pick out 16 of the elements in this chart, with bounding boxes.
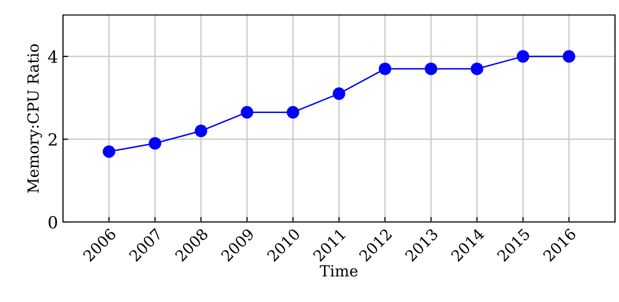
y-tick-label: 2 bbox=[48, 133, 57, 146]
point bbox=[240, 106, 254, 119]
y-axis-title: Memory:CPU Ratio bbox=[27, 44, 42, 193]
y-tick-label: 4 bbox=[48, 50, 58, 63]
x-axis-title: Time bbox=[320, 265, 358, 277]
point bbox=[424, 62, 438, 76]
point bbox=[562, 50, 576, 63]
point bbox=[194, 124, 208, 138]
point bbox=[102, 145, 116, 158]
point bbox=[470, 62, 484, 76]
point bbox=[332, 87, 346, 100]
point bbox=[516, 50, 530, 63]
point bbox=[378, 62, 392, 76]
y-tick-label: 0 bbox=[48, 216, 58, 229]
point bbox=[286, 106, 300, 119]
point bbox=[148, 137, 162, 150]
